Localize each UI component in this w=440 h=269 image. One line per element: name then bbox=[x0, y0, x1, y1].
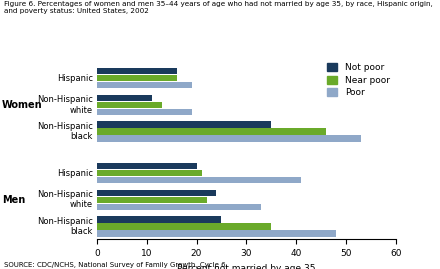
Bar bbox=[97, 190, 216, 196]
Bar bbox=[97, 204, 261, 210]
Text: Figure 6. Percentages of women and men 35–44 years of age who had not married by: Figure 6. Percentages of women and men 3… bbox=[4, 1, 433, 14]
Text: SOURCE: CDC/NCHS, National Survey of Family Growth, Cycle 6.: SOURCE: CDC/NCHS, National Survey of Fam… bbox=[4, 262, 228, 268]
Bar bbox=[97, 82, 191, 89]
Text: Women: Women bbox=[2, 100, 43, 110]
Legend: Not poor, Near poor, Poor: Not poor, Near poor, Poor bbox=[325, 61, 392, 99]
Bar bbox=[97, 177, 301, 183]
Bar bbox=[97, 95, 152, 101]
Bar bbox=[97, 68, 176, 75]
Bar bbox=[97, 197, 206, 203]
Bar bbox=[97, 230, 336, 237]
Bar bbox=[97, 216, 221, 222]
Bar bbox=[97, 109, 191, 115]
Bar bbox=[97, 170, 202, 176]
Bar bbox=[97, 121, 271, 128]
Bar bbox=[97, 102, 161, 108]
Bar bbox=[97, 223, 271, 229]
Bar bbox=[97, 129, 326, 135]
Bar bbox=[97, 136, 361, 142]
Bar bbox=[97, 75, 176, 82]
X-axis label: Percent not married by age 35: Percent not married by age 35 bbox=[177, 264, 315, 269]
Bar bbox=[97, 163, 197, 169]
Text: Men: Men bbox=[2, 195, 26, 205]
